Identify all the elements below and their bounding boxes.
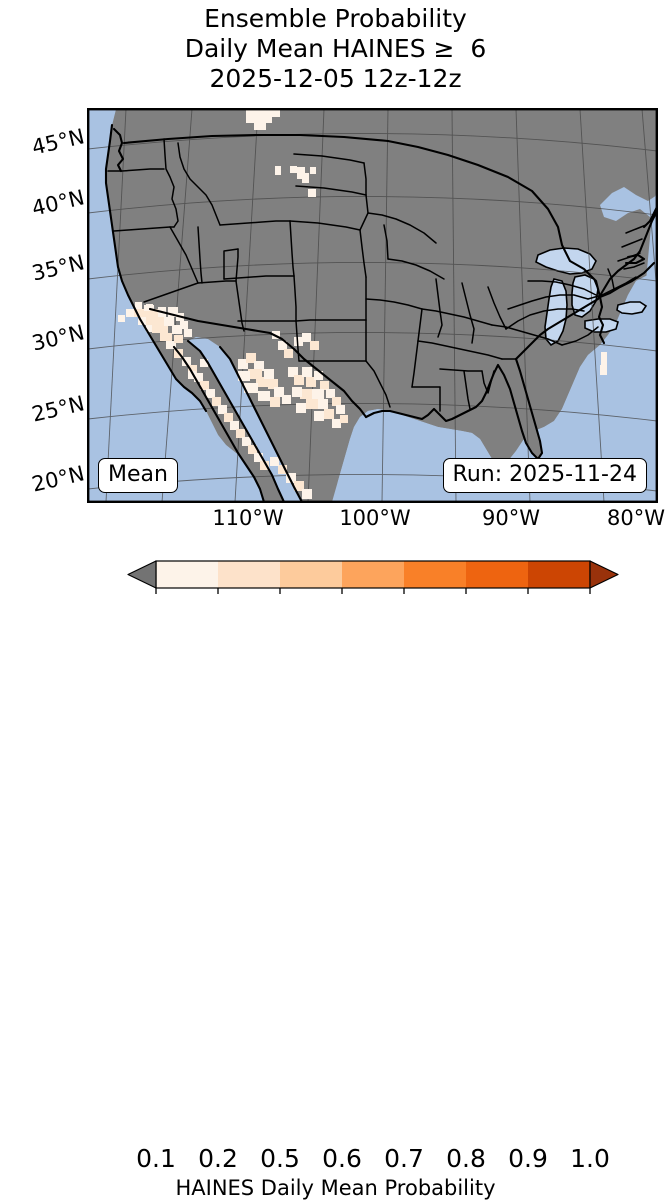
lat-tick-label: 25°N [29, 391, 87, 427]
coastline-baja-east [186, 339, 286, 502]
coastlines-and-borders [104, 123, 657, 502]
colorbar-tick-labels: 0.1 0.2 0.5 0.6 0.7 0.8 0.9 1.0 [0, 1144, 671, 1173]
pacific-coast-carve [88, 109, 274, 502]
colorbar-over-arrow [589, 560, 619, 589]
colorbar-segment [466, 561, 528, 588]
title-line-2: Daily Mean HAINES ≥ 6 [184, 34, 487, 63]
atlantic-ocean [568, 189, 657, 502]
lat-tick-label: 20°N [29, 461, 87, 497]
map-canvas[interactable]: Mean Run: 2025-11-24 [87, 108, 658, 503]
colorbar-ticks [155, 588, 591, 594]
colorbar-tick-label: 0.2 [198, 1144, 238, 1173]
longitude-axis: 110°W 100°W 90°W 80°W [0, 506, 671, 536]
map-gridlines [88, 109, 657, 502]
gridline-lat-35 [88, 262, 657, 282]
colorbar-axis-label: HAINES Daily Mean Probability [175, 1176, 496, 1200]
coastline-baja [172, 345, 266, 502]
gridline-lon-90 [451, 109, 457, 502]
title-line-1: Ensemble Probability [204, 4, 467, 33]
colorbar-tick-label: 1.0 [570, 1144, 610, 1173]
gridline-lon-80 [579, 109, 605, 502]
colorbar-segments [155, 560, 591, 589]
annotation-mean[interactable]: Mean [98, 458, 178, 493]
coastline-puget-sound [112, 127, 125, 173]
border-us-canada-west [122, 133, 390, 145]
colorbar-segment [404, 561, 466, 588]
coastline-atlantic [514, 211, 657, 361]
gridline-lat-45 [88, 133, 657, 152]
border-us-canada-east [386, 139, 656, 299]
lon-tick-label: 100°W [339, 506, 411, 530]
gridline-lon-115 [105, 109, 127, 502]
annotation-run-date[interactable]: Run: 2025-11-24 [442, 458, 647, 493]
colorbar-extend-arrows [127, 560, 619, 589]
map-frame-border [88, 109, 657, 502]
colorbar-segment [156, 561, 218, 588]
gridline-lat-40 [88, 196, 657, 216]
lat-tick-label: 45°N [29, 124, 87, 160]
gridline-lat-25 [88, 403, 657, 422]
title-line-3: 2025-12-05 12z-12z [209, 64, 462, 93]
coastline-chesapeake [597, 295, 606, 345]
coastline-pacific [104, 123, 208, 413]
colorbar-under-arrow [127, 560, 157, 589]
gridline-lon-95 [381, 109, 389, 502]
gridline-lon-100 [307, 109, 325, 502]
border-us-mexico [148, 307, 368, 419]
colorbar-segment [218, 561, 280, 588]
map-graphic [88, 109, 657, 502]
coastline-mexico-west [218, 345, 304, 502]
lon-tick-label: 90°W [482, 506, 540, 530]
colorbar-segment [528, 561, 590, 588]
coastline-maine [642, 205, 657, 229]
gridline-lon-75 [641, 109, 657, 299]
state-boundaries [107, 138, 647, 412]
colorbar-segment [342, 561, 404, 588]
colorbar-tick-label: 0.1 [136, 1144, 176, 1173]
probability-data-cells [118, 109, 607, 499]
colorbar-tick-label: 0.8 [446, 1144, 486, 1173]
lon-tick-label: 110°W [212, 506, 284, 530]
colorbar-tick-label: 0.6 [322, 1144, 362, 1173]
colorbar-tick-label: 0.7 [384, 1144, 424, 1173]
lon-tick-label: 80°W [607, 506, 665, 530]
colorbar-tick-label: 0.9 [508, 1144, 548, 1173]
lake-ontario [616, 301, 648, 315]
lat-tick-label: 35°N [29, 250, 87, 286]
colorbar-graphic [127, 560, 619, 594]
latitude-axis: 45°N 40°N 35°N 30°N 25°N 20°N [0, 108, 87, 503]
gridline-lon-85 [515, 109, 531, 502]
lat-tick-label: 40°N [29, 185, 87, 221]
colorbar[interactable]: 0.1 0.2 0.5 0.6 0.7 0.8 0.9 1.0 HAINES Daily Me… [0, 556, 671, 1200]
lat-tick-label: 30°N [29, 320, 87, 356]
gulf-of-mexico [334, 269, 657, 502]
colorbar-segment [280, 561, 342, 588]
colorbar-tick-label: 0.5 [260, 1144, 300, 1173]
page-title: Ensemble Probability Daily Mean HAINES ≥… [0, 4, 671, 94]
